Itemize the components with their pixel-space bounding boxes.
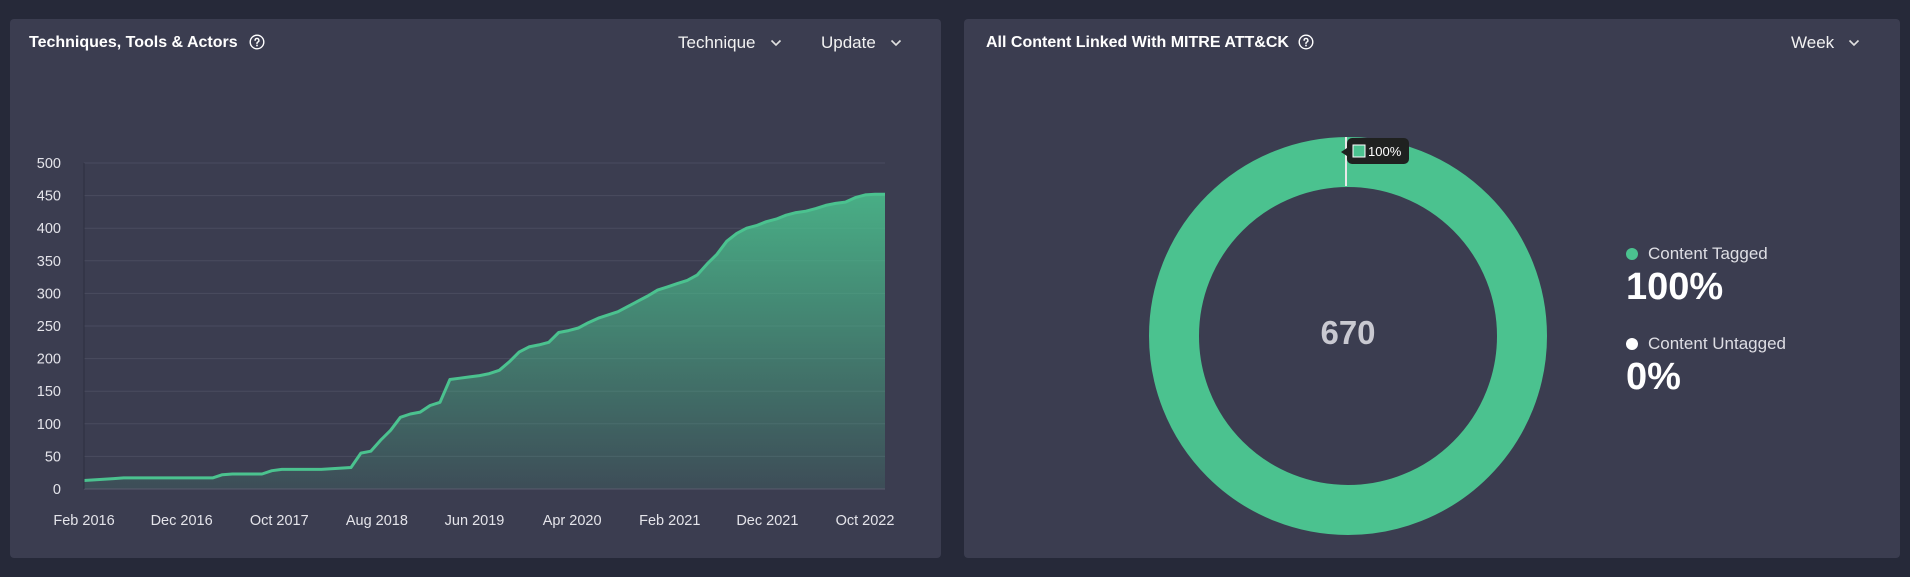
series-line bbox=[83, 192, 885, 483]
y-tick-label: 100 bbox=[37, 417, 61, 433]
legend-item-tagged: Content Tagged 100% bbox=[1626, 244, 1768, 309]
x-tick-label: Dec 2016 bbox=[151, 513, 213, 529]
y-tick-label: 200 bbox=[37, 352, 61, 368]
x-tick-label: Aug 2018 bbox=[346, 513, 408, 529]
help-icon[interactable] bbox=[1298, 34, 1314, 50]
week-dropdown[interactable]: Week bbox=[1791, 33, 1860, 53]
area-fill bbox=[84, 194, 885, 490]
x-tick-label: Dec 2021 bbox=[736, 513, 798, 529]
update-dropdown-label: Update bbox=[821, 33, 876, 52]
technique-dropdown-label: Technique bbox=[678, 33, 756, 52]
mitre-panel-title: All Content Linked With MITRE ATT&CK bbox=[986, 34, 1289, 51]
y-tick-label: 250 bbox=[37, 319, 61, 335]
techniques-area-chart: 0 50 100 150 200 250 300 350 400 450 500 Feb 2016 D… bbox=[37, 156, 895, 529]
x-tick-label: Jun 2019 bbox=[445, 513, 505, 529]
y-tick-label: 300 bbox=[37, 286, 61, 302]
y-tick-label: 500 bbox=[37, 156, 61, 172]
week-dropdown-label: Week bbox=[1791, 33, 1835, 52]
chevron-down-icon bbox=[1849, 39, 1860, 47]
techniques-panel-title: Techniques, Tools & Actors bbox=[29, 34, 238, 51]
donut-center-value: 670 bbox=[1320, 314, 1376, 351]
legend-dot-tagged bbox=[1626, 248, 1638, 260]
legend-dot-untagged bbox=[1626, 338, 1638, 350]
y-tick-label: 350 bbox=[37, 254, 61, 270]
chevron-down-icon bbox=[890, 39, 901, 47]
x-tick-label: Feb 2021 bbox=[639, 513, 700, 529]
chevron-down-icon bbox=[770, 39, 781, 47]
y-tick-label: 450 bbox=[37, 189, 61, 205]
y-tick-label: 150 bbox=[37, 384, 61, 400]
update-dropdown[interactable]: Update bbox=[821, 33, 902, 53]
x-tick-label: Apr 2020 bbox=[543, 513, 602, 529]
x-tick-label: Oct 2022 bbox=[836, 513, 895, 529]
x-tick-label: Feb 2016 bbox=[53, 513, 114, 529]
y-tick-label: 400 bbox=[37, 221, 61, 237]
legend-label-tagged: Content Tagged bbox=[1648, 244, 1768, 263]
y-tick-label: 50 bbox=[45, 449, 61, 465]
legend-value-untagged: 0% bbox=[1626, 356, 1681, 398]
technique-dropdown[interactable]: Technique bbox=[678, 33, 782, 53]
legend-item-untagged: Content Untagged 0% bbox=[1626, 334, 1786, 399]
y-tick-label: 0 bbox=[53, 482, 61, 498]
x-tick-label: Oct 2017 bbox=[250, 513, 309, 529]
help-icon[interactable] bbox=[249, 34, 265, 50]
legend-value-tagged: 100% bbox=[1626, 266, 1724, 308]
legend-label-untagged: Content Untagged bbox=[1648, 334, 1786, 353]
